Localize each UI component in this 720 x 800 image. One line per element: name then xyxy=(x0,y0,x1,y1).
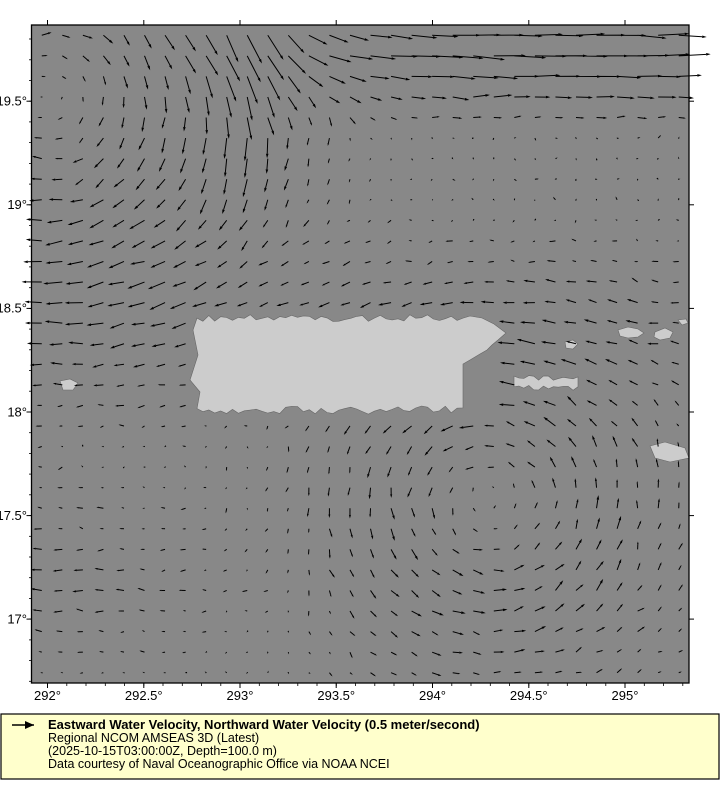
svg-text:Data courtesy of Naval Oceanog: Data courtesy of Naval Oceanographic Off… xyxy=(48,757,390,771)
svg-text:294°: 294° xyxy=(419,688,446,703)
svg-text:294.5°: 294.5° xyxy=(510,688,548,703)
svg-text:Eastward Water Velocity, North: Eastward Water Velocity, Northward Water… xyxy=(48,717,480,732)
svg-text:17.5°: 17.5° xyxy=(0,508,27,523)
svg-text:19°: 19° xyxy=(7,197,27,212)
svg-text:17°: 17° xyxy=(7,612,27,627)
svg-text:293.5°: 293.5° xyxy=(317,688,355,703)
svg-text:(2025-10-15T03:00:00Z, Depth=1: (2025-10-15T03:00:00Z, Depth=100.0 m) xyxy=(48,744,277,758)
svg-text:18.5°: 18.5° xyxy=(0,301,27,316)
svg-text:292°: 292° xyxy=(34,688,61,703)
svg-text:19.5°: 19.5° xyxy=(0,94,27,109)
svg-text:293°: 293° xyxy=(227,688,254,703)
svg-text:Regional NCOM AMSEAS 3D (Lates: Regional NCOM AMSEAS 3D (Latest) xyxy=(48,731,259,745)
svg-text:295°: 295° xyxy=(612,688,639,703)
svg-text:292.5°: 292.5° xyxy=(125,688,163,703)
svg-text:18°: 18° xyxy=(7,404,27,419)
